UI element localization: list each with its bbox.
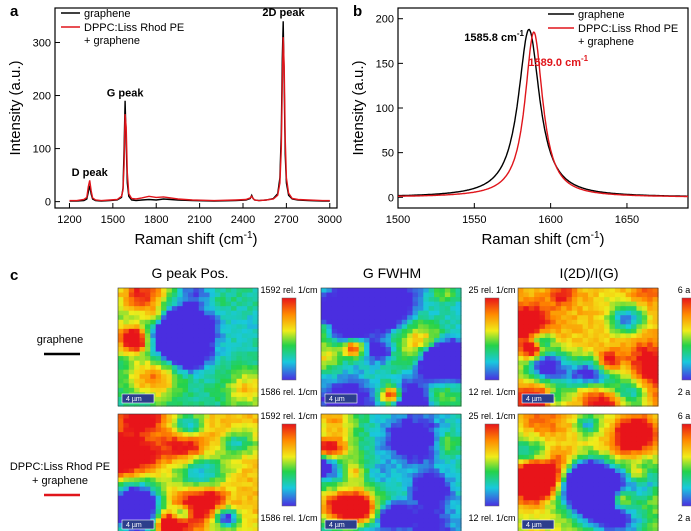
chart-a-series-dppc — [69, 37, 330, 202]
chart-a-xtick-label: 1500 — [101, 214, 125, 226]
scale-bar: 4 µm — [121, 519, 155, 530]
chart-a-annotation: D peak — [72, 167, 109, 179]
chart-b-xtick-label: 1650 — [615, 214, 639, 226]
chart-a-ytick-label: 100 — [33, 144, 51, 156]
chart-b-xtick-label: 1550 — [462, 214, 486, 226]
chart-a-xtick-label: 2700 — [274, 214, 298, 226]
colorbar-max-label: 6 a.u. — [678, 411, 691, 421]
colorbar-max-label: 6 a.u. — [678, 285, 691, 295]
chart-b-series-dppc — [398, 31, 688, 198]
colorbar-g-fwhm: 25 rel. 1/cm 12 rel. 1/cm — [468, 411, 515, 523]
colorbar-min-label: 12 rel. 1/cm — [468, 387, 515, 397]
colorbar-ratio: 6 a.u. 2 a.u. — [678, 285, 691, 397]
svg-text:4 µm: 4 µm — [526, 522, 542, 529]
colorbar-min-label: 2 a.u. — [678, 387, 691, 397]
chart-a-legend: graphene DPPC:Liss Rhod PE + graphene — [61, 8, 184, 47]
map-g-pos-graphene — [117, 287, 259, 407]
legend-a-dppc: DPPC:Liss Rhod PE — [84, 22, 184, 34]
colorbar-min-label: 2 a.u. — [678, 513, 691, 523]
panel-label-c: c — [10, 267, 18, 284]
chart-b-annotation: 1589.0 cm-1 — [528, 54, 588, 69]
legend-a-graphene: graphene — [84, 8, 131, 20]
map-row-label-dppc: DPPC:Liss Rhod PE — [10, 461, 110, 473]
chart-a-ytick-label: 200 — [33, 91, 51, 103]
panel-label-b: b — [353, 3, 362, 20]
maps-section: G peak Pos. G FWHM I(2D)/I(G) graphene D… — [10, 265, 691, 531]
chart-b-ylabel: Intensity (a.u.) — [350, 60, 367, 155]
chart-a-ylabel: Intensity (a.u.) — [7, 60, 24, 155]
chart-a-xtick-label: 1800 — [144, 214, 168, 226]
legend-b-dppc-2: + graphene — [578, 36, 634, 48]
chart-a-ytick-label: 300 — [33, 37, 51, 49]
map-column-title-ratio: I(2D)/I(G) — [559, 265, 618, 281]
chart-a-annotation: G peak — [107, 88, 145, 100]
scale-bar: 4 µm — [324, 393, 358, 404]
chart-a-xtick-label: 2100 — [187, 214, 211, 226]
chart-a-ytick-label: 0 — [45, 197, 51, 209]
chart-a-series-graphene — [69, 21, 330, 202]
chart-b-legend: graphene DPPC:Liss Rhod PE + graphene — [548, 9, 678, 48]
chart-b-series-graphene — [397, 28, 688, 197]
colorbar-max-label: 1592 rel. 1/cm — [260, 285, 317, 295]
legend-b-dppc: DPPC:Liss Rhod PE — [578, 23, 678, 35]
colorbar-min-label: 1586 rel. 1/cm — [260, 387, 317, 397]
colorbar-max-label: 25 rel. 1/cm — [468, 285, 515, 295]
map-row-label-dppc-2: + graphene — [32, 475, 88, 487]
svg-text:4 µm: 4 µm — [329, 522, 345, 529]
chart-b-ytick-label: 0 — [388, 192, 394, 204]
chart-a-frame — [54, 7, 338, 209]
svg-text:4 µm: 4 µm — [126, 522, 142, 529]
chart-b: 1500 1550 1600 1650 0 50 100 150 200 1585.8 cm-1… — [350, 7, 689, 248]
map-g-fwhm-dppc — [320, 413, 462, 531]
chart-a-xlabel: Raman shift (cm-1) — [134, 230, 257, 248]
map-ratio-dppc — [517, 413, 659, 531]
chart-b-xtick-label: 1500 — [386, 214, 410, 226]
legend-b-graphene: graphene — [578, 9, 625, 21]
legend-a-dppc-2: + graphene — [84, 35, 140, 47]
chart-b-xlabel: Raman shift (cm-1) — [481, 230, 604, 248]
map-row-label-graphene: graphene — [37, 334, 84, 346]
panel-label-a: a — [10, 3, 19, 20]
chart-b-xtick-label: 1600 — [538, 214, 562, 226]
colorbar-ratio: 6 a.u. 2 a.u. — [678, 411, 691, 523]
map-column-title-g-pos: G peak Pos. — [151, 265, 228, 281]
chart-b-ytick-label: 100 — [376, 103, 394, 115]
svg-text:4 µm: 4 µm — [126, 396, 142, 403]
chart-a: 1200 1500 1800 2100 2400 2700 3000 0 100 200 300 D… — [7, 7, 342, 248]
chart-b-annotation: 1585.8 cm-1 — [464, 29, 524, 44]
svg-text:4 µm: 4 µm — [329, 396, 345, 403]
colorbar-g-fwhm: 25 rel. 1/cm 12 rel. 1/cm — [468, 285, 515, 397]
colorbar-max-label: 1592 rel. 1/cm — [260, 411, 317, 421]
chart-a-xtick-label: 2400 — [231, 214, 255, 226]
svg-text:4 µm: 4 µm — [526, 396, 542, 403]
map-column-title-g-fwhm: G FWHM — [363, 265, 421, 281]
map-g-pos-dppc — [117, 413, 259, 531]
scale-bar: 4 µm — [324, 519, 358, 530]
scale-bar: 4 µm — [521, 393, 555, 404]
map-g-fwhm-graphene — [320, 287, 462, 407]
colorbar-min-label: 12 rel. 1/cm — [468, 513, 515, 523]
colorbar-g-pos: 1592 rel. 1/cm 1586 rel. 1/cm — [260, 285, 317, 397]
map-ratio-graphene — [517, 287, 659, 407]
scale-bar: 4 µm — [521, 519, 555, 530]
scale-bar: 4 µm — [121, 393, 155, 404]
chart-b-ytick-label: 200 — [376, 14, 394, 26]
chart-a-annotation: 2D peak — [262, 7, 305, 19]
chart-b-ytick-label: 50 — [382, 148, 394, 160]
chart-a-xtick-label: 1200 — [57, 214, 81, 226]
colorbar-min-label: 1586 rel. 1/cm — [260, 513, 317, 523]
colorbar-max-label: 25 rel. 1/cm — [468, 411, 515, 421]
colorbar-g-pos: 1592 rel. 1/cm 1586 rel. 1/cm — [260, 411, 317, 523]
chart-b-ytick-label: 150 — [376, 58, 394, 70]
chart-a-xtick-label: 3000 — [318, 214, 342, 226]
chart-b-frame — [397, 7, 689, 209]
